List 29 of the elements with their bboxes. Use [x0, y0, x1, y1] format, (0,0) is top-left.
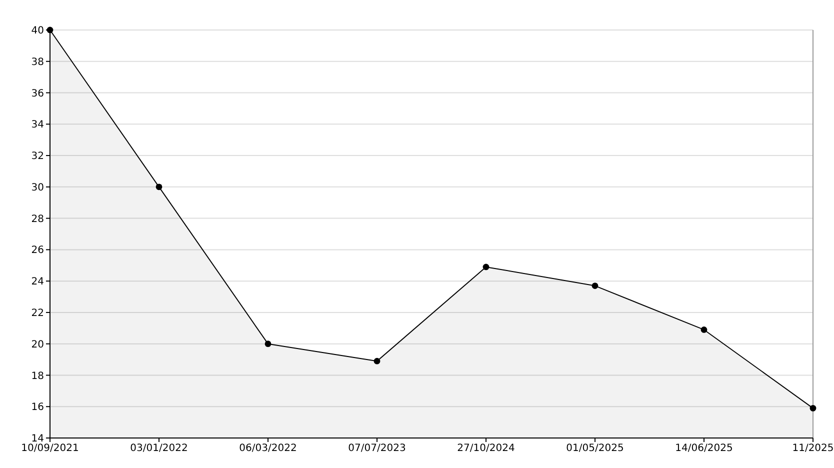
- x-tick-label: 07/07/2023: [348, 443, 406, 454]
- point: [482, 264, 490, 270]
- x-tick-label: 27/10/2024: [457, 443, 515, 454]
- x-tick-label: 01/05/2025: [566, 443, 624, 454]
- y-tick-label: 20: [31, 339, 44, 350]
- x-tick-label: 11/2025: [792, 443, 834, 454]
- y-tick-label: 34: [31, 120, 44, 131]
- y-tick-label: 30: [31, 182, 44, 194]
- point: [810, 404, 816, 412]
- y-tick-label: 32: [31, 151, 44, 162]
- y-tick-label: 36: [31, 88, 44, 100]
- point: [592, 282, 598, 289]
- x-tick-label: 03/01/2022: [130, 443, 188, 454]
- y-tick-label: 16: [31, 402, 44, 414]
- y-tick-label: 38: [31, 56, 44, 68]
- x-tick-label: 14/06/2025: [675, 443, 733, 454]
- point: [374, 358, 380, 364]
- point: [700, 326, 708, 333]
- y-tick-label: 40: [31, 26, 44, 37]
- x-tick-label: 06/03/2022: [239, 443, 297, 454]
- y-tick-label: 22: [31, 308, 44, 320]
- point: [156, 184, 162, 190]
- x-tick-label: 10/09/2021: [21, 443, 79, 454]
- point: [264, 340, 272, 348]
- y-tick-label: 14: [31, 434, 44, 445]
- y-tick-label: 18: [31, 370, 44, 382]
- y-tick-label: 26: [31, 245, 44, 256]
- y-tick-label: 24: [31, 276, 44, 288]
- y-tick-label: 28: [31, 214, 44, 225]
